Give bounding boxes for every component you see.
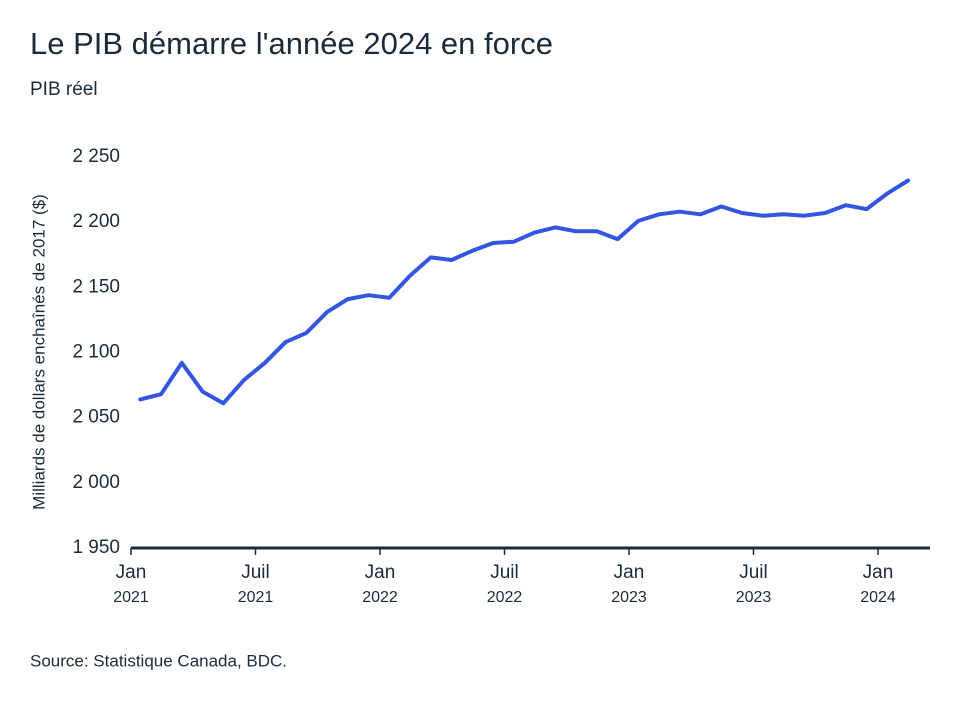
data-line xyxy=(138,178,911,406)
y-tick-label: 2 100 xyxy=(72,342,120,363)
y-tick-label: 2 050 xyxy=(72,407,120,428)
y-tick-label: 2 200 xyxy=(72,211,120,232)
x-tick-label: Jan xyxy=(365,562,396,583)
y-tick-label: 2 250 xyxy=(72,146,120,167)
x-tick-label: 2023 xyxy=(736,589,772,606)
y-tick-label: 2 000 xyxy=(72,472,120,493)
source: Source: Statistique Canada, BDC. xyxy=(30,651,287,670)
x-tick-label: Juil xyxy=(241,562,270,583)
x-tick-label: 2021 xyxy=(238,589,274,606)
x-tick-label: 2023 xyxy=(611,589,647,606)
x-tick-label: Jan xyxy=(863,562,894,583)
y-tick-label: 1 950 xyxy=(72,537,120,558)
x-tick-label: Juil xyxy=(490,562,519,583)
y-axis-label: Milliards de dollars enchaînés de 2017 (… xyxy=(29,194,48,510)
x-tick-label: 2021 xyxy=(113,589,149,606)
y-tick-label: 2 150 xyxy=(72,276,120,297)
chart-subtitle: PIB réel xyxy=(30,79,98,100)
x-tick-label: 2024 xyxy=(860,589,896,606)
x-tick-label: Jan xyxy=(116,562,147,583)
x-tick-label: 2022 xyxy=(487,589,523,606)
chart-title: Le PIB démarre l'année 2024 en force xyxy=(30,26,553,61)
x-tick-label: 2022 xyxy=(362,589,398,606)
x-tick-label: Juil xyxy=(739,562,768,583)
x-tick-label: Jan xyxy=(614,562,645,583)
